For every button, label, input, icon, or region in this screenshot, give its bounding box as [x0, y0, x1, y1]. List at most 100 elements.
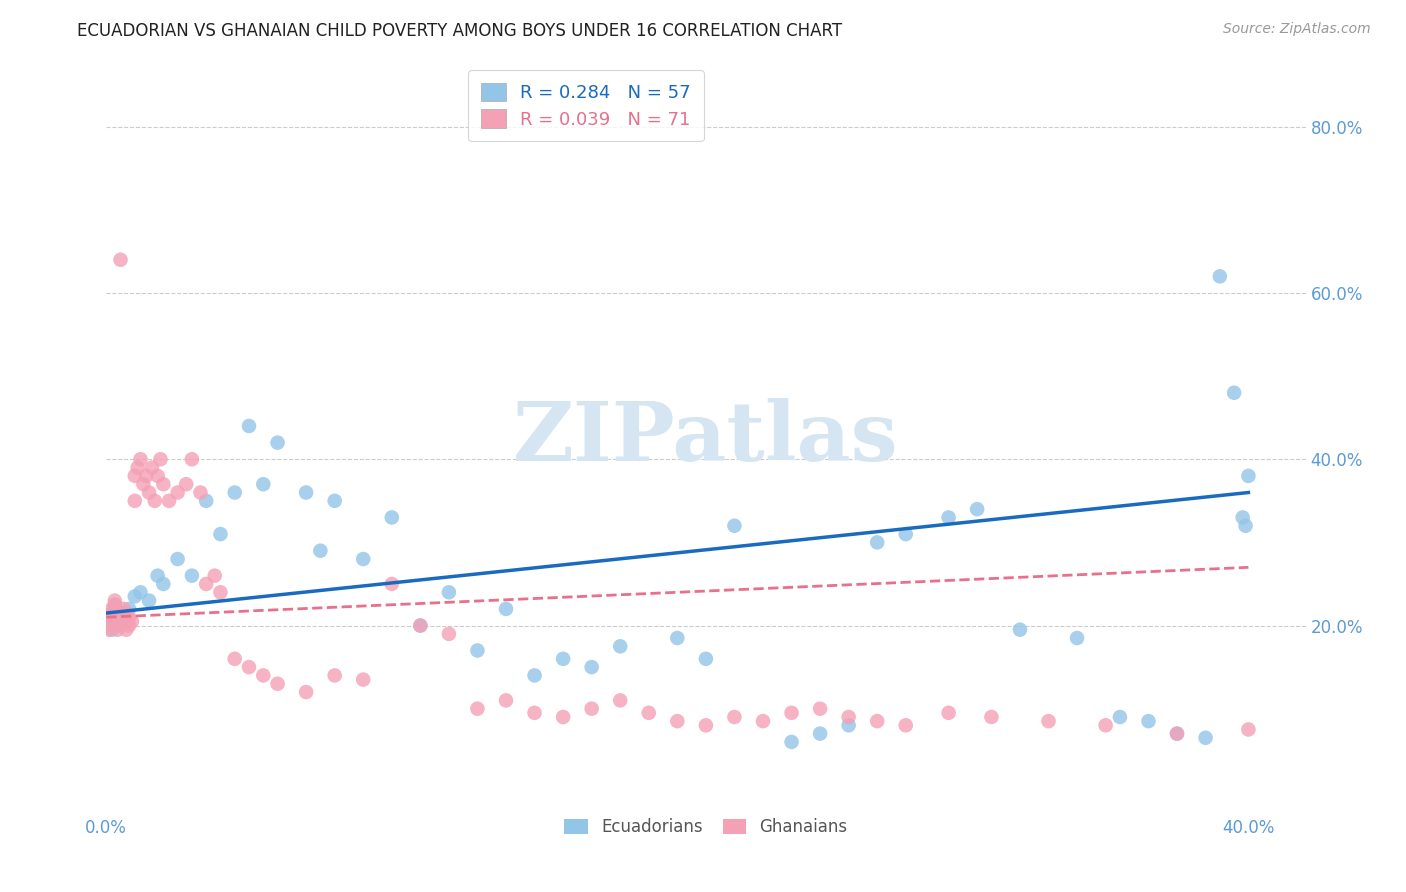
Point: [104, 618, 127, 632]
Point: [1194, 731, 1216, 745]
Text: ECUADORIAN VS GHANAIAN CHILD POVERTY AMONG BOYS UNDER 16 CORRELATION CHART: ECUADORIAN VS GHANAIAN CHILD POVERTY AMO…: [77, 22, 842, 40]
Point: [98, 615, 121, 629]
Point: [309, 543, 332, 558]
Point: [723, 518, 745, 533]
Point: [166, 485, 188, 500]
Point: [467, 643, 489, 657]
Point: [381, 577, 404, 591]
Point: [98, 623, 121, 637]
Point: [152, 577, 174, 591]
Point: [780, 735, 803, 749]
Point: [723, 710, 745, 724]
Text: Source: ZipAtlas.com: Source: ZipAtlas.com: [1223, 22, 1371, 37]
Point: [135, 469, 157, 483]
Point: [146, 469, 169, 483]
Point: [1008, 623, 1031, 637]
Point: [195, 493, 218, 508]
Point: [609, 640, 631, 654]
Point: [266, 435, 288, 450]
Point: [195, 577, 218, 591]
Point: [118, 602, 141, 616]
Point: [149, 452, 172, 467]
Point: [581, 660, 603, 674]
Point: [112, 602, 135, 616]
Point: [894, 527, 917, 541]
Point: [141, 460, 163, 475]
Point: [609, 693, 631, 707]
Point: [115, 623, 138, 637]
Point: [523, 668, 546, 682]
Point: [938, 706, 960, 720]
Point: [266, 677, 288, 691]
Point: [112, 606, 135, 620]
Point: [252, 668, 274, 682]
Point: [838, 718, 860, 732]
Point: [752, 714, 775, 728]
Point: [1137, 714, 1160, 728]
Point: [129, 452, 152, 467]
Point: [808, 726, 831, 740]
Point: [637, 706, 659, 720]
Point: [695, 652, 717, 666]
Point: [323, 668, 346, 682]
Point: [101, 602, 124, 616]
Point: [143, 493, 166, 508]
Point: [104, 598, 127, 612]
Point: [523, 706, 546, 720]
Point: [553, 710, 575, 724]
Point: [101, 623, 124, 637]
Point: [180, 568, 202, 582]
Point: [866, 714, 889, 728]
Point: [98, 615, 121, 629]
Point: [780, 706, 803, 720]
Point: [1237, 469, 1260, 483]
Point: [138, 485, 160, 500]
Point: [1166, 726, 1188, 740]
Point: [238, 419, 260, 434]
Point: [409, 618, 432, 632]
Point: [1066, 631, 1088, 645]
Point: [666, 714, 689, 728]
Point: [1038, 714, 1060, 728]
Point: [1237, 723, 1260, 737]
Point: [666, 631, 689, 645]
Point: [209, 585, 232, 599]
Point: [553, 652, 575, 666]
Point: [132, 477, 155, 491]
Point: [252, 477, 274, 491]
Point: [1209, 269, 1232, 284]
Point: [838, 710, 860, 724]
Point: [1223, 385, 1246, 400]
Point: [238, 660, 260, 674]
Point: [980, 710, 1002, 724]
Point: [495, 693, 517, 707]
Point: [180, 452, 202, 467]
Point: [894, 718, 917, 732]
Point: [695, 718, 717, 732]
Point: [115, 606, 138, 620]
Point: [124, 493, 146, 508]
Point: [966, 502, 988, 516]
Point: [437, 585, 460, 599]
Point: [98, 610, 121, 624]
Point: [118, 618, 141, 632]
Point: [138, 593, 160, 607]
Point: [437, 627, 460, 641]
Point: [174, 477, 197, 491]
Point: [1094, 718, 1116, 732]
Point: [495, 602, 517, 616]
Point: [467, 701, 489, 715]
Point: [115, 615, 138, 629]
Point: [581, 701, 603, 715]
Point: [209, 527, 232, 541]
Point: [1109, 710, 1132, 724]
Point: [107, 610, 129, 624]
Point: [1234, 518, 1257, 533]
Point: [104, 593, 127, 607]
Point: [866, 535, 889, 549]
Point: [1232, 510, 1254, 524]
Point: [101, 606, 124, 620]
Point: [110, 252, 132, 267]
Point: [104, 598, 127, 612]
Point: [124, 590, 146, 604]
